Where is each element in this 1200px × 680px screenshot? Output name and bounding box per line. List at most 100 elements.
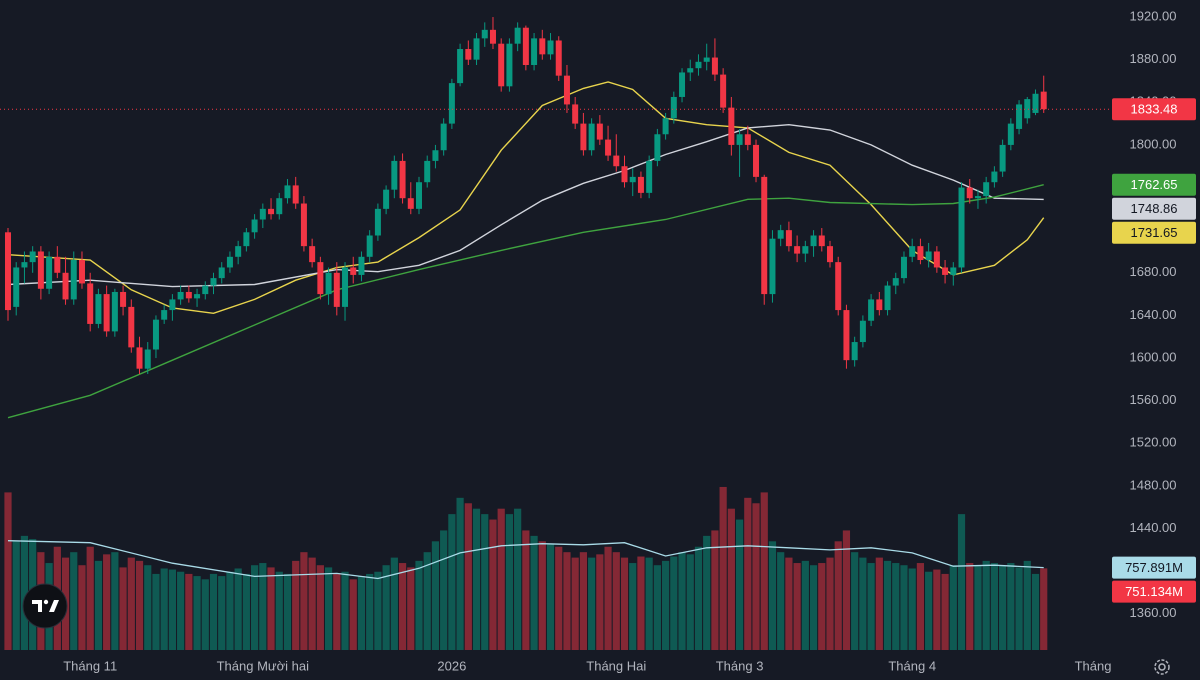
volume-bar	[670, 556, 678, 650]
volume-bar	[341, 571, 349, 650]
volume-bar	[629, 563, 637, 650]
candle-body	[424, 160, 431, 183]
candle-body	[300, 203, 307, 247]
candle-body	[177, 291, 184, 300]
candle-body	[917, 246, 924, 260]
candle-body	[218, 267, 225, 279]
x-tick-label: Tháng Hai	[586, 658, 646, 673]
candle-body	[465, 49, 472, 60]
volume-bar	[431, 541, 440, 650]
candle-body	[374, 208, 381, 236]
x-tick-label: Tháng 11	[63, 658, 117, 673]
candle-body	[695, 61, 702, 69]
volume-bar	[777, 552, 785, 650]
logo-t	[32, 600, 42, 612]
candle-body	[1040, 91, 1047, 110]
candle-body	[210, 278, 217, 286]
volume-bar	[292, 560, 300, 650]
candle-body	[580, 123, 587, 151]
candle-body	[268, 208, 275, 215]
price-label: 1731.65	[1131, 225, 1178, 240]
x-tick-label: Tháng	[1075, 658, 1112, 673]
logo[interactable]	[22, 583, 68, 629]
candle-body	[1016, 104, 1023, 129]
volume-bar	[168, 569, 176, 650]
candle-body	[21, 262, 28, 268]
candle-body	[785, 230, 792, 247]
candle-body	[128, 306, 135, 348]
volume-bar	[398, 563, 407, 650]
price-label-box	[1112, 197, 1196, 220]
volume-bar	[316, 565, 324, 650]
price-label-box	[1112, 173, 1196, 196]
volume-bar	[177, 571, 185, 650]
volume-bar	[908, 568, 916, 650]
candle-body	[744, 134, 751, 145]
candle-body	[161, 310, 168, 320]
candle-body	[37, 251, 44, 289]
candle-body	[892, 278, 899, 286]
candle-body	[5, 232, 11, 311]
candle-body	[259, 208, 266, 220]
volume-bar	[653, 565, 661, 650]
candle-body	[416, 182, 422, 209]
y-tick-label: 1920.00	[1130, 8, 1177, 23]
volume-bar	[875, 557, 883, 650]
volume-bar	[982, 560, 990, 650]
candle-body	[942, 267, 949, 275]
x-tick-label: Tháng Mười hai	[217, 658, 309, 673]
logo-dot	[43, 599, 49, 605]
volume-bar	[546, 543, 555, 650]
price-label: 1833.48	[1131, 102, 1178, 117]
candle-body	[103, 294, 110, 332]
volume-bar	[990, 563, 998, 650]
candle-body	[835, 262, 842, 311]
candle-body	[588, 123, 595, 151]
candle-body	[399, 160, 406, 199]
volume-bar	[793, 563, 801, 650]
candle-body	[810, 235, 817, 247]
volume-bar	[735, 519, 744, 650]
volume-bar	[472, 508, 481, 650]
candle-body	[144, 349, 151, 369]
y-tick-label: 1560.00	[1130, 392, 1177, 407]
volume-bar	[423, 552, 431, 650]
volume-bar	[300, 552, 308, 650]
candle-body	[629, 176, 636, 183]
volume-bar	[744, 497, 752, 650]
price-label: 757.891M	[1125, 560, 1183, 575]
candle-body	[646, 160, 653, 193]
candle-body	[391, 160, 398, 190]
price-pane	[0, 17, 1110, 419]
candle-body	[687, 68, 694, 73]
candle-body	[111, 291, 118, 332]
volume-bar	[604, 546, 612, 650]
candle-body	[761, 176, 768, 295]
price-label-box	[1112, 98, 1196, 121]
y-tick-label: 1440.00	[1130, 520, 1177, 535]
volume-bar	[612, 552, 620, 650]
y-tick-label: 1360.00	[1130, 605, 1177, 620]
volume-bar	[957, 514, 966, 650]
settings-icon[interactable]	[1154, 659, 1170, 675]
candle-body	[333, 272, 340, 307]
candle-body	[851, 342, 858, 361]
volume-ma-line	[7, 540, 1044, 580]
volume-bar	[349, 579, 357, 650]
candle-body	[900, 256, 907, 279]
candle-body	[152, 319, 159, 350]
candle-body	[670, 96, 677, 119]
candle-body	[958, 187, 965, 268]
candle-body	[925, 251, 932, 260]
logo-circle	[22, 583, 68, 629]
volume-bar	[900, 565, 908, 650]
candle-body	[481, 29, 488, 39]
candle-body	[843, 310, 850, 361]
volume-bar	[152, 573, 160, 650]
volume-bar	[1015, 567, 1023, 650]
candle-body	[342, 267, 349, 307]
candle-body	[999, 144, 1006, 172]
price-label-box	[1112, 580, 1196, 603]
volume-bar	[135, 560, 144, 650]
